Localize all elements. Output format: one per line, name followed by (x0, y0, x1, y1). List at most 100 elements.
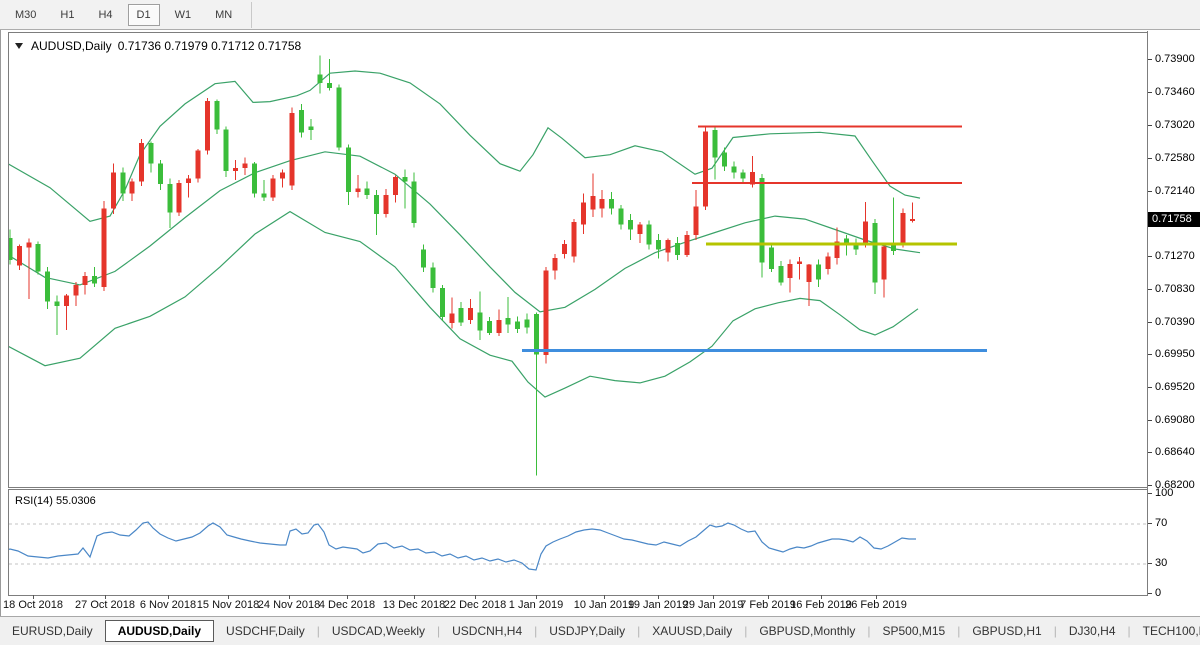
candlestick-bear (712, 130, 718, 158)
date-tick-mark (821, 595, 822, 599)
date-tick-mark (33, 595, 34, 599)
tab-dj30-h4[interactable]: DJ30,H4 (1068, 624, 1116, 638)
candlestick-bear (430, 267, 436, 288)
candlestick-bull (684, 234, 690, 255)
tab-usdcnh-h4[interactable]: USDCNH,H4 (452, 624, 523, 638)
candlestick-bull (750, 171, 756, 185)
timeframe-button-m30[interactable]: M30 (15, 8, 37, 21)
date-axis[interactable]: 18 Oct 2018 27 Oct 2018 6 Nov 2018 15 Nov 2… (3, 595, 1148, 614)
date-label: 13 Dec 2018 (382, 599, 446, 611)
rsi-tick-mark (1148, 493, 1152, 494)
date-label: 16 Feb 2019 (790, 599, 852, 611)
candlestick-bull (176, 183, 182, 213)
price-tick-label: 0.72580 (1155, 151, 1195, 164)
timeframe-button-mn[interactable]: MN (215, 8, 233, 21)
tab-separator: | (744, 624, 748, 638)
rsi-tick-mark (1148, 523, 1152, 524)
tab-separator: | (534, 624, 538, 638)
toolbar-separator (251, 1, 253, 28)
candlestick-bear (844, 238, 850, 244)
date-label: 26 Feb 2019 (845, 599, 907, 611)
candlestick-bear (374, 195, 380, 214)
tab-separator: | (1127, 624, 1131, 638)
candlestick-bear (120, 172, 126, 194)
candlestick-bull (900, 213, 906, 243)
date-tick-mark (536, 595, 537, 599)
rsi-indicator-panel[interactable]: RSI(14) 55.0306 (8, 489, 1148, 596)
candlestick-bear (157, 163, 163, 184)
date-label: 6 Nov 2018 (139, 599, 197, 611)
timeframe-button-h1[interactable]: H1 (60, 8, 75, 21)
rsi-scale-label: 30 (1155, 557, 1168, 569)
candlestick-bear (327, 82, 333, 89)
tab-tech100-h[interactable]: TECH100,H (1142, 624, 1200, 638)
candlestick-bull (543, 270, 549, 356)
date-label: 15 Nov 2018 (196, 599, 260, 611)
candlestick-bull (16, 246, 22, 266)
price-tick-label: 0.69080 (1155, 413, 1195, 426)
candlestick-bull (580, 202, 586, 225)
tab-gbpusd-h1[interactable]: GBPUSD,H1 (972, 624, 1042, 638)
candlestick-bull (787, 263, 793, 279)
date-tick-mark (228, 595, 229, 599)
tab-eurusd-daily[interactable]: EURUSD,Daily (12, 624, 93, 638)
candlestick-bull (110, 172, 116, 209)
date-label: 29 Jan 2019 (682, 599, 744, 611)
candlestick-bull (204, 100, 210, 151)
candlestick-bear (515, 321, 521, 330)
price-scale[interactable]: 0.73900 0.73460 0.73020 0.72580 0.72140 0.717… (1147, 31, 1200, 613)
candlestick-bear (646, 224, 652, 245)
candlestick-bear (167, 183, 173, 213)
price-tick-mark (1148, 255, 1152, 257)
candlestick-bull (496, 320, 502, 333)
chart-menu-icon[interactable] (15, 43, 23, 49)
timeframe-button-d1[interactable]: D1 (127, 3, 160, 26)
date-tick-mark (604, 595, 605, 599)
date-label: 1 Jan 2019 (508, 599, 564, 611)
candlestick-bear (533, 314, 539, 355)
rsi-tick-mark (1148, 593, 1152, 594)
rsi-tick-mark (1148, 563, 1152, 564)
price-tick-mark (1148, 354, 1152, 356)
candlestick-bull (468, 308, 474, 321)
date-label: 19 Jan 2019 (627, 599, 689, 611)
tab-separator: | (867, 624, 871, 638)
tab-separator: | (437, 624, 441, 638)
price-tick-mark (1148, 386, 1152, 388)
price-scale-border (1147, 31, 1148, 613)
candlestick-bear (402, 177, 408, 182)
tab-sp500-m15[interactable]: SP500,M15 (882, 624, 946, 638)
tab-usdchf-daily[interactable]: USDCHF,Daily (226, 624, 305, 638)
timeframe-button-w1[interactable]: W1 (174, 8, 192, 21)
tab-xauusd-daily[interactable]: XAUUSD,Daily (652, 624, 733, 638)
candlestick-bull (909, 219, 915, 221)
tab-audusd-daily[interactable]: AUDUSD,Daily (104, 620, 215, 642)
candlestick-bull (562, 243, 568, 255)
candlestick-bear (768, 247, 774, 270)
candlestick-bear (92, 275, 98, 284)
bollinger-middle-band (9, 151, 921, 313)
tab-usdjpy-daily[interactable]: USDJPY,Daily (549, 624, 626, 638)
date-label: 22 Dec 2018 (443, 599, 507, 611)
candlestick-bull (280, 172, 286, 179)
candlestick-chart-canvas[interactable] (9, 33, 1147, 487)
chart-title: AUDUSD,Daily 0.71736 0.71979 0.71712 0.7… (15, 39, 301, 53)
tab-usdcad-weekly[interactable]: USDCAD,Weekly (331, 624, 425, 638)
rsi-scale-label: 70 (1155, 517, 1168, 529)
candlestick-bear (674, 243, 680, 255)
tab-gbpusd-monthly[interactable]: GBPUSD,Monthly (759, 624, 856, 638)
candlestick-bull (233, 168, 239, 172)
date-tick-mark (876, 595, 877, 599)
candlestick-bear (609, 198, 615, 209)
price-tick-mark (1148, 124, 1152, 126)
rsi-chart-canvas[interactable] (9, 490, 1147, 595)
candlestick-bear (148, 142, 154, 164)
timeframe-button-h4[interactable]: H4 (98, 8, 113, 21)
candlestick-bear (618, 208, 624, 225)
candlestick-bear (298, 109, 304, 133)
main-chart-panel[interactable]: AUDUSD,Daily 0.71736 0.71979 0.71712 0.7… (8, 32, 1148, 488)
candlestick-bear (364, 188, 370, 196)
date-tick-mark (475, 595, 476, 599)
candlestick-bear (853, 243, 859, 250)
price-tick-label: 0.73460 (1155, 85, 1195, 98)
